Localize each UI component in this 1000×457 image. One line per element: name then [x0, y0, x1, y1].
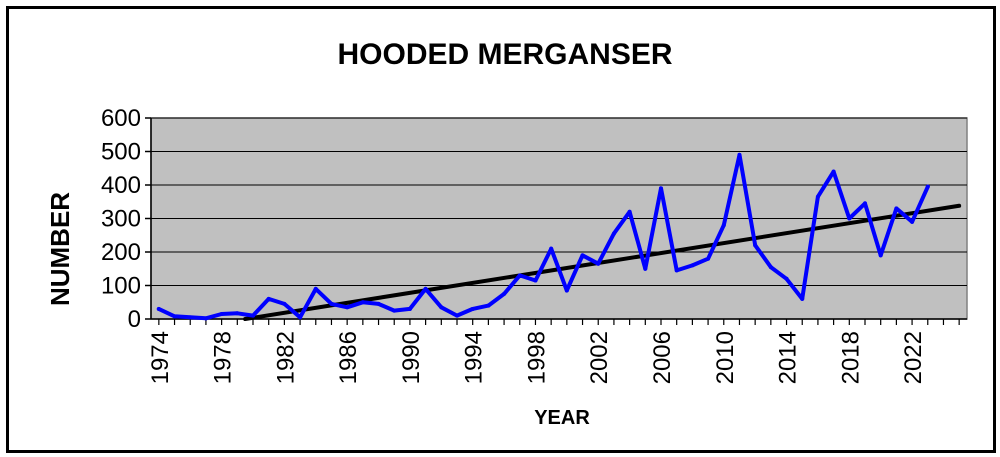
data-point-1997	[517, 273, 522, 278]
data-point-1988	[376, 301, 381, 306]
x-tick-label-2006: 2006	[649, 331, 676, 384]
x-axis-title: YEAR	[534, 407, 590, 429]
data-point-1992	[439, 305, 444, 310]
data-point-1986	[345, 305, 350, 310]
data-point-2023	[925, 184, 930, 189]
x-tick-label-1978: 1978	[210, 331, 237, 384]
data-point-2009	[706, 256, 711, 261]
data-point-2022	[910, 219, 915, 224]
x-tick-label-1974: 1974	[147, 331, 174, 384]
data-point-1981	[266, 296, 271, 301]
x-tick-label-1994: 1994	[461, 331, 488, 384]
data-point-1996	[502, 291, 507, 296]
data-point-2003	[611, 231, 616, 236]
data-point-1974	[156, 306, 161, 311]
data-point-1980	[251, 313, 255, 318]
x-tick-label-2002: 2002	[586, 331, 613, 384]
data-point-2004	[627, 209, 632, 214]
chart-frame: HOODED MERGANSER NUMBER YEAR 0 100 200 300 4…	[6, 6, 996, 453]
data-point-1978	[219, 311, 224, 316]
data-point-1976	[188, 315, 193, 320]
y-tick-label-500: 500	[101, 139, 141, 166]
data-point-2000	[564, 288, 569, 293]
data-point-1985	[329, 301, 334, 306]
trendline	[243, 203, 962, 321]
data-point-2002	[596, 261, 601, 266]
data-point-1977	[203, 316, 208, 321]
y-axis-title: NUMBER	[45, 192, 75, 306]
data-point-2012	[753, 243, 758, 248]
x-tick-label-2010: 2010	[712, 331, 739, 384]
data-point-2019	[863, 201, 867, 206]
data-point-1999	[549, 246, 554, 251]
data-point-2013	[768, 265, 773, 270]
chart-svg: HOODED MERGANSER NUMBER YEAR 0 100 200 300 4…	[45, 38, 968, 429]
data-point-1998	[533, 278, 538, 283]
data-point-2014	[784, 276, 789, 281]
y-tick-label-0: 0	[128, 306, 141, 333]
data-point-2017	[831, 169, 836, 174]
data-point-2010	[721, 223, 726, 228]
data-point-2018	[847, 216, 852, 221]
y-tick-label-600: 600	[101, 105, 141, 132]
y-tick-label-400: 400	[101, 172, 141, 199]
data-point-2007	[674, 268, 679, 273]
data-point-2020	[878, 253, 883, 258]
data-point-1991	[423, 286, 428, 291]
y-tick-label-300: 300	[101, 206, 141, 233]
y-tick-label-100: 100	[101, 273, 141, 300]
data-point-1987	[360, 300, 365, 305]
data-point-2001	[580, 253, 585, 258]
data-point-2005	[643, 266, 648, 271]
data-point-1993	[455, 313, 459, 318]
data-point-2006	[659, 186, 663, 191]
x-tick-label-1990: 1990	[398, 331, 425, 384]
data-point-2015	[800, 296, 805, 301]
data-point-1994	[470, 306, 475, 311]
x-tick-label-1982: 1982	[272, 331, 299, 384]
data-point-1979	[235, 311, 240, 316]
x-tick-label-2022: 2022	[900, 331, 927, 384]
data-point-1995	[486, 303, 491, 308]
x-tick-label-1986: 1986	[335, 331, 362, 384]
data-point-1989	[392, 308, 397, 313]
data-point-2016	[815, 194, 820, 199]
x-tick-label-2018: 2018	[837, 331, 864, 384]
data-point-1990	[407, 306, 412, 311]
data-point-1975	[172, 314, 177, 319]
y-tick-label-200: 200	[101, 239, 141, 266]
x-tick-label-2014: 2014	[775, 331, 802, 384]
data-point-1982	[282, 301, 287, 306]
x-tick-label-1998: 1998	[523, 331, 550, 384]
series-line-0	[156, 152, 930, 321]
data-point-2008	[690, 263, 695, 268]
data-point-2011	[737, 152, 742, 157]
chart-title: HOODED MERGANSER	[337, 38, 672, 71]
data-point-1983	[298, 315, 303, 320]
data-point-1984	[313, 286, 318, 291]
data-point-2021	[894, 206, 899, 211]
plot-area: 0 100 200 300 400 500 600 1974 1978 1982 1986 1990 1…	[101, 105, 968, 384]
